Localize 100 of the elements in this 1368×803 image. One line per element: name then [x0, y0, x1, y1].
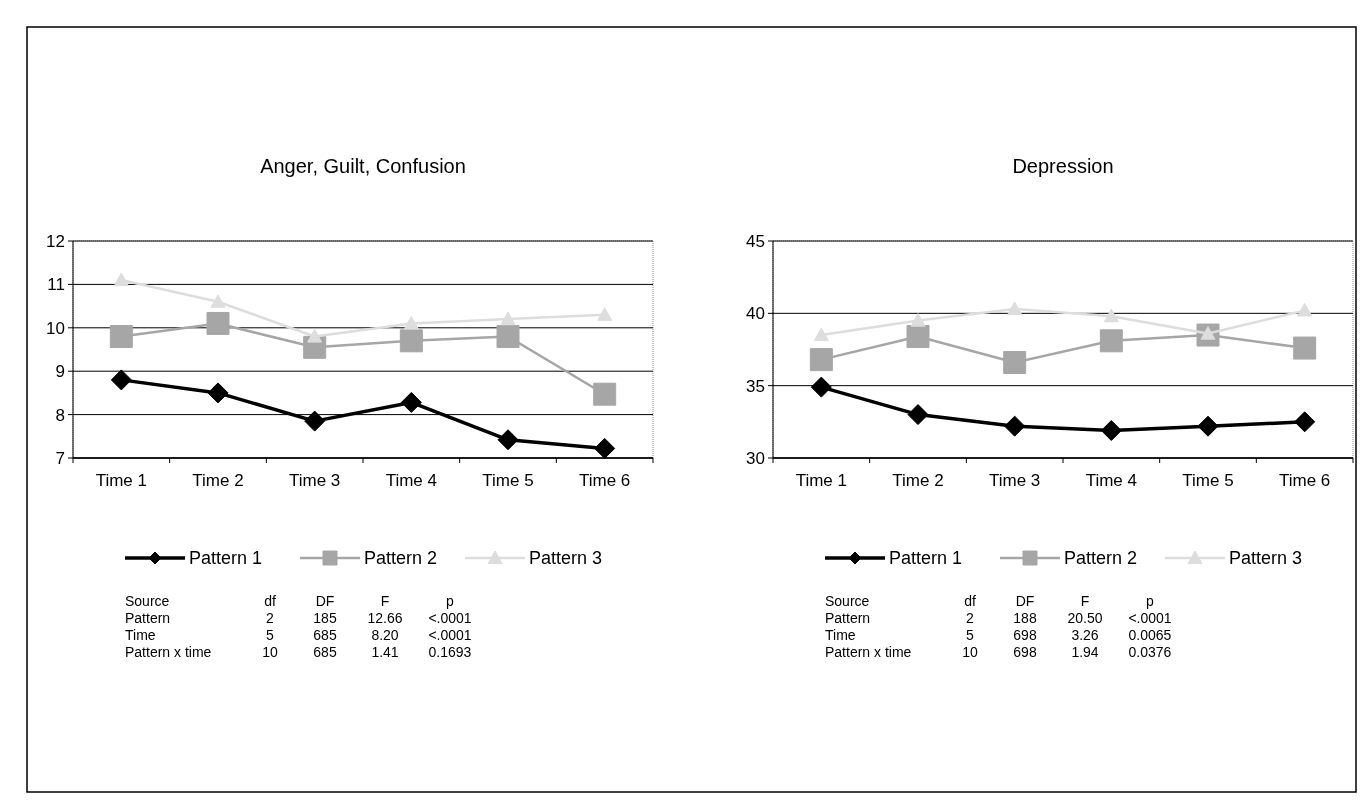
x-tick-label: Time 6	[1279, 471, 1331, 490]
x-tick-label: Time 4	[1085, 471, 1137, 490]
point	[399, 329, 423, 353]
text: <.0001	[428, 610, 472, 626]
point	[813, 327, 829, 342]
point	[497, 429, 519, 451]
text: <.0001	[1128, 610, 1172, 626]
x-tick-label: Time 2	[192, 471, 244, 490]
text: <.0001	[428, 627, 472, 643]
text: F	[1080, 593, 1090, 609]
text: 5	[966, 627, 975, 643]
point	[1003, 351, 1027, 375]
y-tick-label: 9	[55, 362, 65, 382]
point	[207, 382, 229, 404]
point	[307, 328, 323, 343]
point	[304, 410, 326, 432]
point	[1293, 336, 1317, 360]
text: 0.0376	[1128, 644, 1172, 660]
point	[1099, 329, 1123, 353]
text: F	[380, 593, 390, 609]
text: 1.41	[371, 644, 399, 660]
text: 1.94	[1071, 644, 1099, 660]
y-tick-label: 7	[55, 448, 65, 468]
chart-title: Depression	[1012, 155, 1114, 177]
text: 185	[313, 610, 337, 626]
y-tick-label: 11	[47, 275, 65, 295]
text: 3.26	[1071, 627, 1099, 643]
point	[1197, 415, 1219, 437]
y-tick-label: 12	[46, 231, 65, 251]
text: Time	[125, 627, 156, 643]
text: 8.20	[371, 627, 399, 643]
legend-label: Pattern 3	[1229, 548, 1303, 569]
text: DF	[1015, 593, 1035, 609]
text: 685	[313, 644, 337, 660]
point	[906, 324, 930, 348]
text: Source	[825, 593, 870, 609]
point	[594, 437, 616, 459]
text: df	[264, 593, 276, 609]
legend-label: Pattern 3	[529, 548, 603, 569]
y-tick-label: 8	[55, 405, 65, 425]
x-tick-label: Time 1	[795, 471, 847, 490]
point	[810, 376, 832, 398]
chart-title: Anger, Guilt, Confusion	[260, 155, 466, 177]
text: 20.50	[1067, 610, 1103, 626]
point	[597, 307, 613, 321]
point	[110, 369, 132, 391]
y-tick-label: 45	[746, 231, 765, 251]
text: 698	[1013, 627, 1037, 643]
text: p	[1146, 593, 1155, 609]
point	[210, 294, 226, 308]
x-tick-label: Time 1	[95, 471, 147, 490]
point	[206, 311, 230, 335]
text: Source	[125, 593, 170, 609]
point	[1294, 411, 1316, 433]
text: DF	[315, 593, 335, 609]
text: 10	[962, 644, 978, 660]
text: df	[964, 593, 976, 609]
text: 12.66	[367, 610, 403, 626]
text: 698	[1013, 644, 1037, 660]
text: 2	[266, 610, 275, 626]
text: 188	[1013, 610, 1037, 626]
y-tick-label: 10	[46, 318, 65, 338]
point	[910, 313, 926, 327]
text: Pattern	[825, 610, 871, 626]
legend-label: Pattern 2	[1064, 548, 1138, 569]
point	[907, 404, 929, 426]
legend-label: Pattern 2	[364, 548, 438, 569]
legend-label: Pattern 1	[889, 548, 963, 569]
y-tick-label: 35	[746, 376, 765, 396]
point	[809, 348, 833, 372]
text: 2	[966, 610, 975, 626]
x-tick-label: Time 5	[482, 471, 534, 490]
point	[500, 311, 516, 326]
text: 0.1693	[428, 644, 472, 660]
point	[593, 382, 617, 406]
point	[403, 315, 419, 330]
point	[109, 324, 133, 348]
text: Time	[825, 627, 856, 643]
x-tick-label: Time 2	[892, 471, 944, 490]
x-tick-label: Time 4	[385, 471, 437, 490]
y-tick-label: 30	[746, 448, 765, 468]
text: 685	[313, 627, 337, 643]
text: 10	[262, 644, 278, 660]
x-tick-label: Time 6	[579, 471, 631, 490]
text: Pattern x time	[825, 644, 912, 660]
point	[1100, 420, 1122, 442]
point	[1004, 415, 1026, 437]
point	[400, 391, 422, 413]
x-tick-label: Time 3	[289, 471, 341, 490]
text: Pattern x time	[125, 644, 212, 660]
x-tick-label: Time 3	[989, 471, 1041, 490]
point	[496, 324, 520, 348]
text: 0.0065	[1128, 627, 1172, 643]
x-tick-label: Time 5	[1182, 471, 1234, 490]
point	[113, 272, 129, 287]
legend-label: Pattern 1	[189, 548, 263, 569]
point	[1297, 302, 1313, 317]
text: 5	[266, 627, 275, 643]
point	[1103, 308, 1119, 323]
y-tick-label: 40	[746, 304, 765, 324]
